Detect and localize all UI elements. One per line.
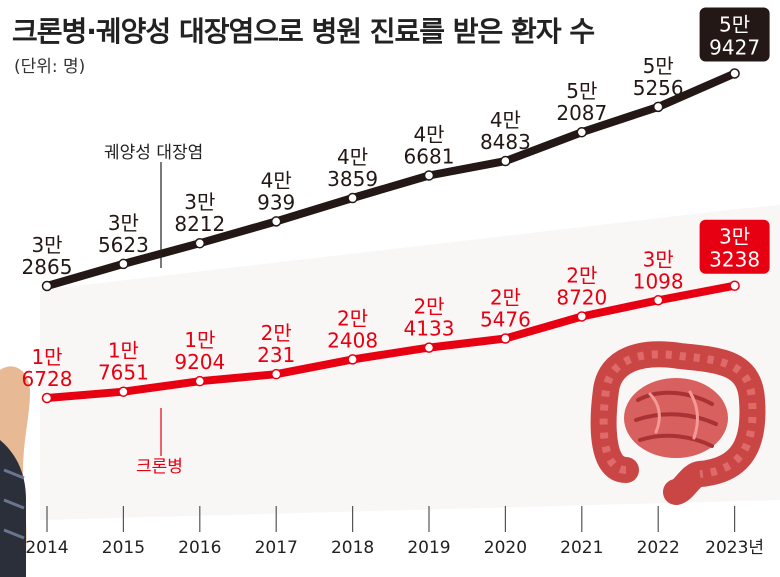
data-label: 5623 [98,233,149,257]
data-point [41,280,53,292]
cd-series-name: 크론병 [136,457,183,477]
data-point [270,368,282,380]
data-label: 2만 [261,321,292,345]
data-label: 2087 [556,101,607,125]
data-label: 5256 [633,76,684,100]
data-label: 4만 [337,145,368,169]
data-label: 9427 [709,36,760,60]
data-label: 3만 [719,225,750,249]
point-labels: 3만28653만56233만82124만9394만38594만66814만848… [22,7,770,391]
data-point [118,258,129,270]
data-label: 231 [257,343,295,367]
data-label: 2865 [22,255,73,279]
data-label: 6728 [22,367,73,391]
data-label: 3만 [184,190,215,214]
data-label: 2만 [413,295,444,319]
data-label: 8720 [556,285,607,309]
x-tick-label: 2022 [637,538,680,558]
data-label: 4만 [413,122,444,146]
data-label: 5476 [480,308,531,332]
unit-label: (단위: 명) [14,57,86,77]
data-point [194,375,206,387]
data-label: 5만 [719,13,750,37]
data-point [729,280,740,291]
x-tick-label: 2016 [178,538,221,558]
data-point [576,126,588,138]
data-label: 9204 [174,350,225,374]
data-point [347,354,358,365]
data-label: 7651 [98,361,149,385]
data-label: 4만 [490,108,521,132]
data-label: 3238 [709,248,760,272]
data-point [729,68,740,79]
data-point [500,155,511,167]
uc-series-line [43,69,739,290]
x-tick-label: 2023년 [705,538,764,558]
data-label: 2408 [327,328,378,352]
data-label: 5만 [566,79,597,103]
latest-value-badge [699,7,770,62]
data-point [652,295,664,306]
data-label: 939 [257,190,295,214]
data-point [652,101,664,113]
data-point [41,392,53,404]
cd-series-line [43,281,739,402]
data-label: 4133 [404,317,455,341]
data-point [576,311,588,322]
data-label: 1만 [31,345,62,369]
data-label: 8212 [174,212,225,236]
data-label: 2만 [490,286,521,310]
x-tick-label: 2019 [407,538,450,558]
data-point [347,192,358,204]
data-label: 3859 [327,167,378,191]
data-label: 2만 [337,306,368,330]
data-label: 4만 [261,168,292,192]
data-point [423,170,435,181]
data-label: 1098 [633,269,684,293]
uc-series-name: 궤양성 대장염 [104,143,203,163]
data-label: 3만 [643,247,674,271]
x-tick-label: 2017 [255,538,298,558]
data-point [118,386,129,397]
latest-value-badge [699,219,770,274]
data-label: 3만 [108,211,139,235]
x-tick-label: 2021 [560,538,603,558]
hand-illustration [0,366,30,577]
x-tick-label: 2020 [484,538,527,558]
data-point [270,216,282,227]
x-axis: 2014 2015 2016 2017 2018 2019 2020 2021 2022 2023… [25,506,764,558]
data-label: 1만 [184,328,215,352]
x-tick-label: 2015 [102,538,145,558]
intestine-icon [590,341,766,505]
data-label: 5만 [643,54,674,78]
x-tick-label: 2014 [25,538,68,558]
data-point [194,237,206,249]
data-label: 2만 [566,263,597,287]
data-label: 8483 [480,130,531,154]
data-label: 6681 [404,144,455,168]
data-label: 3만 [31,233,62,257]
data-label: 1만 [108,339,139,363]
x-tick-label: 2018 [331,538,374,558]
data-point [500,333,511,344]
chart-title: 크론병·궤양성 대장염으로 병원 진료를 받은 환자 수 [12,15,595,48]
data-point [423,342,435,353]
series-lines [41,68,740,404]
